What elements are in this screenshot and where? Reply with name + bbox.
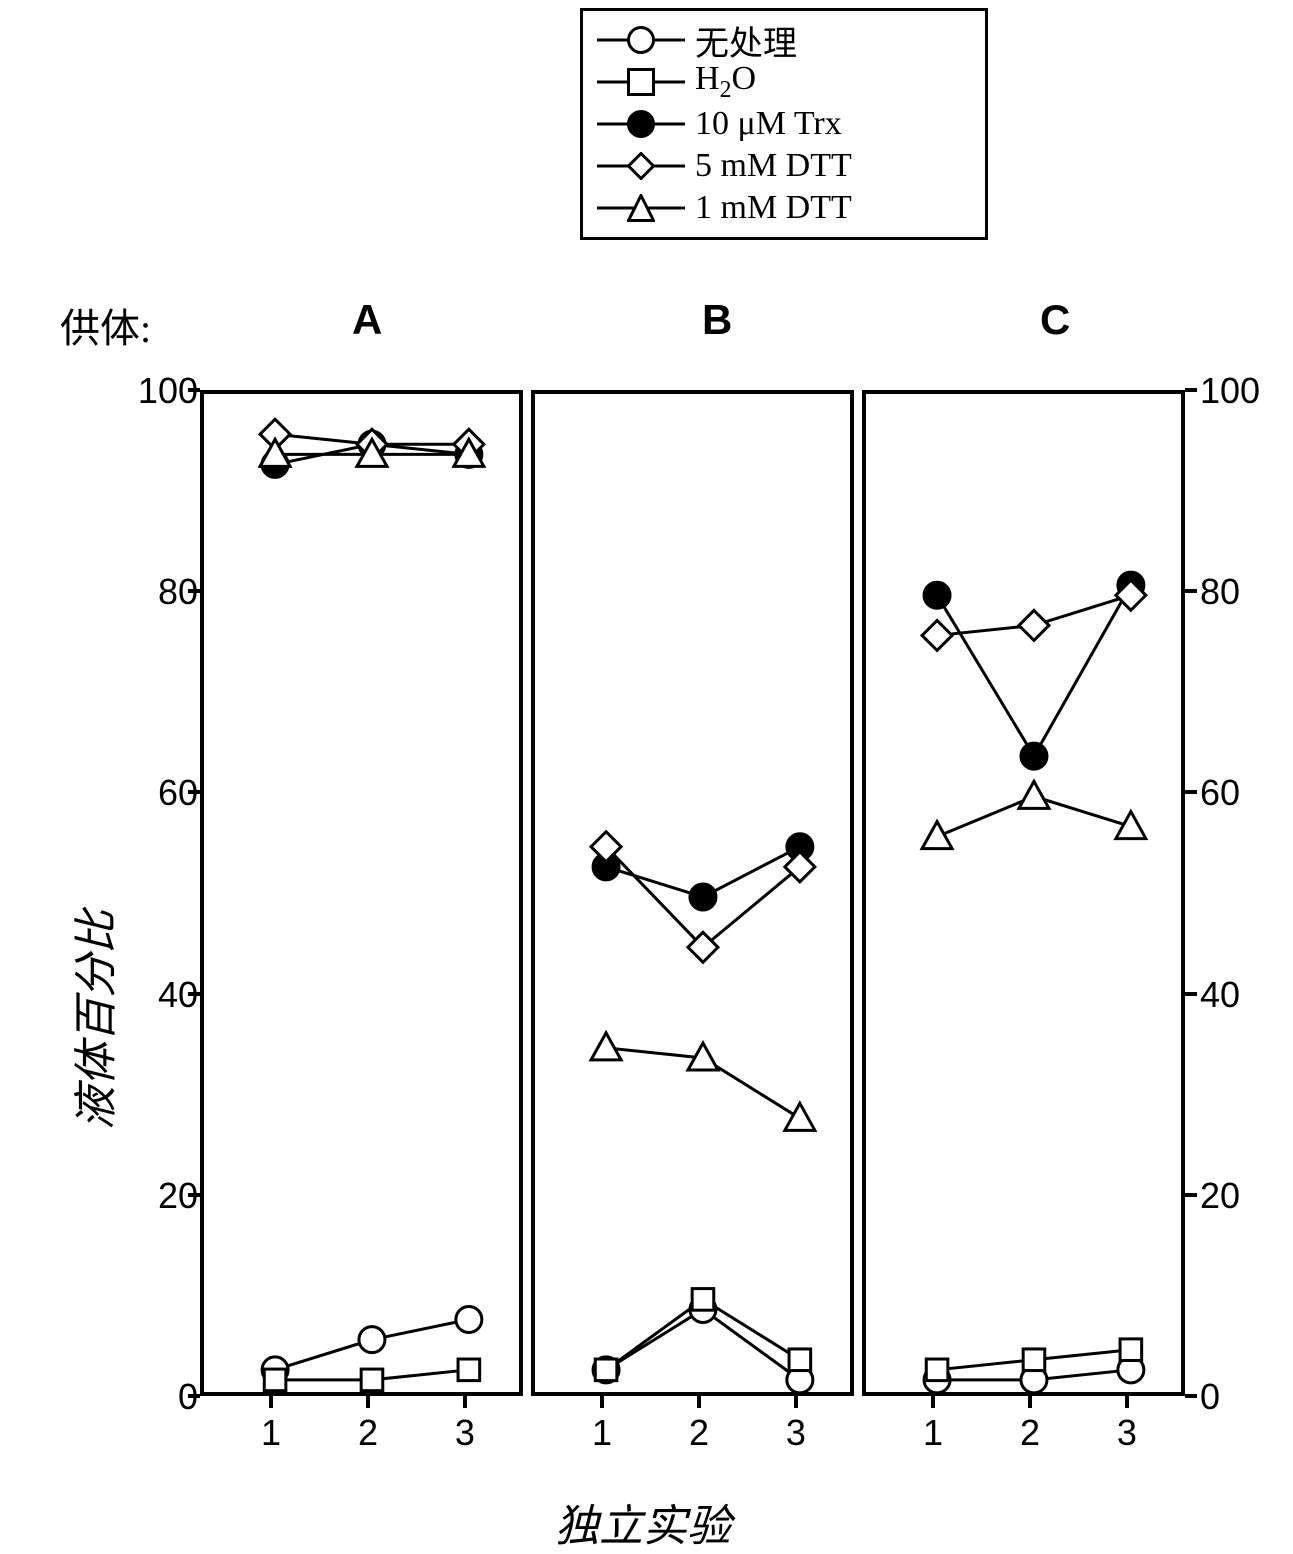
x-tick: 2 <box>358 1412 378 1454</box>
series-marker <box>692 1289 714 1311</box>
x-tick: 3 <box>1117 1412 1137 1454</box>
series-marker <box>591 1033 621 1060</box>
y-axis-label: 液体百分比 <box>60 910 124 1130</box>
series-marker <box>789 1349 811 1371</box>
y-tick-mark <box>188 790 200 794</box>
legend-symbol <box>627 194 655 222</box>
donor-label: 供体: <box>60 296 151 354</box>
x-tick: 2 <box>689 1412 709 1454</box>
x-tick: 3 <box>455 1412 475 1454</box>
legend-item: 无处理 <box>597 19 971 61</box>
legend-item: H2O <box>597 61 971 103</box>
x-tick-mark <box>697 1396 701 1408</box>
legend-symbol <box>627 68 655 96</box>
legend-marker <box>597 106 685 142</box>
legend-marker <box>597 190 685 226</box>
series-marker <box>1021 743 1047 769</box>
series-marker <box>690 884 716 910</box>
plot-svg <box>866 394 1189 1400</box>
panel-letter: B <box>702 296 732 344</box>
series-marker <box>924 582 950 608</box>
series-marker <box>785 1103 815 1130</box>
chart-panel <box>862 390 1185 1396</box>
x-tick-mark <box>794 1396 798 1408</box>
x-tick: 3 <box>786 1412 806 1454</box>
legend-symbol <box>627 110 655 138</box>
series-marker <box>264 1369 286 1391</box>
y-tick-mark <box>1185 388 1197 392</box>
series-marker <box>926 1359 948 1381</box>
y-tick-mark <box>188 388 200 392</box>
x-tick-mark <box>931 1396 935 1408</box>
x-tick-mark <box>269 1396 273 1408</box>
y-tick-right: 20 <box>1200 1175 1270 1217</box>
legend-label: 10 μM Trx <box>695 105 842 143</box>
series-marker <box>359 1327 385 1353</box>
x-tick: 1 <box>592 1412 612 1454</box>
series-marker <box>595 1359 617 1381</box>
y-tick-right: 0 <box>1200 1376 1270 1418</box>
y-tick-right: 100 <box>1200 370 1270 412</box>
legend-symbol <box>627 152 655 180</box>
legend-label: 无处理 <box>695 16 797 65</box>
panel-letter: A <box>352 296 382 344</box>
plot-svg <box>535 394 858 1400</box>
series-marker <box>1120 1339 1142 1361</box>
series-marker <box>361 1369 383 1391</box>
x-tick-mark <box>463 1396 467 1408</box>
legend-label: H2O <box>695 60 756 104</box>
legend-label: 1 mM DTT <box>695 189 852 227</box>
legend-marker <box>597 64 685 100</box>
panel-letter: C <box>1040 296 1070 344</box>
chart-panel <box>531 390 854 1396</box>
legend-item: 1 mM DTT <box>597 187 971 229</box>
y-tick-right: 60 <box>1200 772 1270 814</box>
legend-item: 5 mM DTT <box>597 145 971 187</box>
legend-marker <box>597 22 685 58</box>
legend: 无处理H2O10 μM Trx 5 mM DTT 1 mM DTT <box>580 8 988 240</box>
x-tick: 1 <box>923 1412 943 1454</box>
x-tick-mark <box>366 1396 370 1408</box>
y-tick-right: 80 <box>1200 571 1270 613</box>
x-tick-mark <box>1028 1396 1032 1408</box>
plot-svg <box>204 394 527 1400</box>
series-marker <box>922 822 952 849</box>
series-marker <box>260 439 290 466</box>
series-marker <box>1019 781 1049 808</box>
x-tick: 2 <box>1020 1412 1040 1454</box>
x-tick-mark <box>1125 1396 1129 1408</box>
y-tick-mark <box>188 589 200 593</box>
x-axis-label: 独立实验 <box>555 1490 731 1554</box>
y-tick-mark <box>188 992 200 996</box>
x-tick: 1 <box>261 1412 281 1454</box>
y-tick-mark <box>188 1394 200 1398</box>
chart-panel <box>200 390 523 1396</box>
series-marker <box>1023 1349 1045 1371</box>
series-marker <box>1116 812 1146 839</box>
legend-marker <box>597 148 685 184</box>
legend-symbol <box>627 26 655 54</box>
legend-item: 10 μM Trx <box>597 103 971 145</box>
series-marker <box>922 620 952 650</box>
series-marker <box>456 1307 482 1333</box>
y-tick-right: 40 <box>1200 974 1270 1016</box>
x-tick-mark <box>600 1396 604 1408</box>
y-tick-mark <box>188 1193 200 1197</box>
series-marker <box>458 1359 480 1381</box>
legend-label: 5 mM DTT <box>695 147 852 185</box>
series-marker <box>1019 610 1049 640</box>
